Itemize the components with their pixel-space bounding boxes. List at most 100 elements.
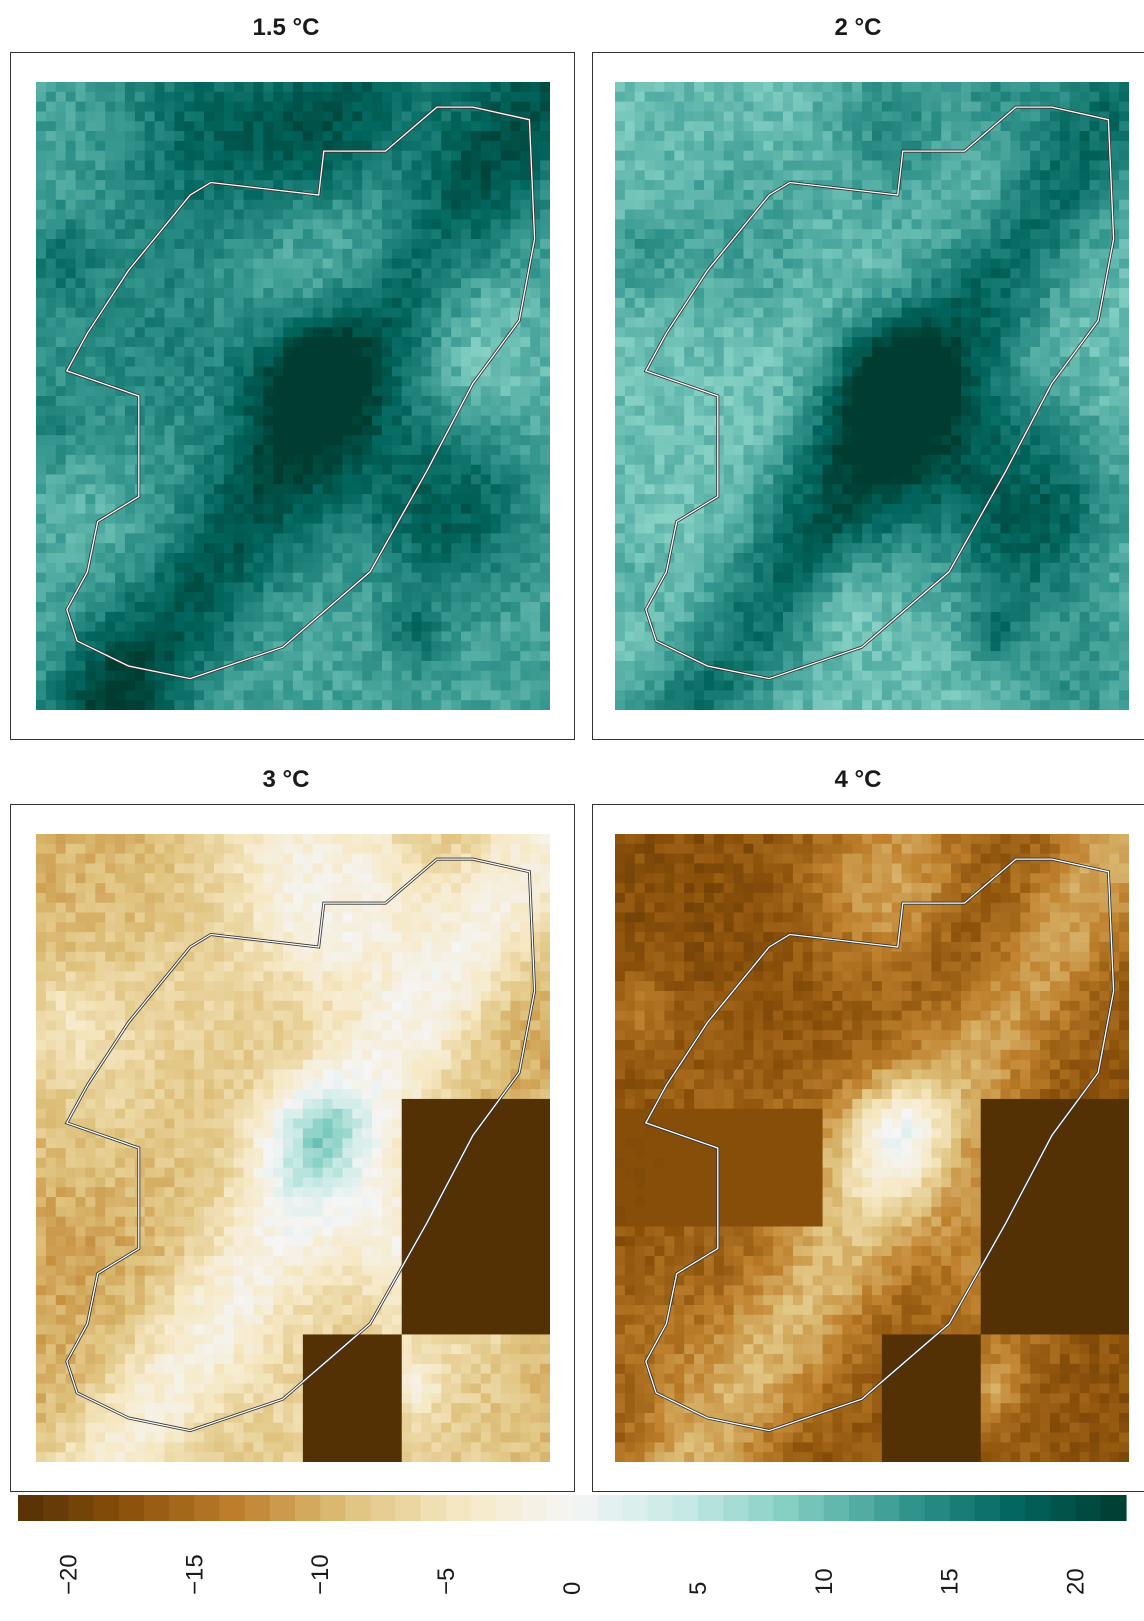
heatmap-cell <box>733 386 745 397</box>
heatmap-cell <box>115 396 126 407</box>
heatmap-cell <box>283 229 294 240</box>
heatmap-cell <box>144 435 156 446</box>
heatmap-cell <box>530 503 541 515</box>
heatmap-cell <box>372 690 383 701</box>
heatmap-cell <box>852 150 863 162</box>
heatmap-cell <box>243 160 255 171</box>
heatmap-cell <box>273 503 284 515</box>
heatmap-cell <box>470 366 482 377</box>
heatmap-cell <box>154 543 166 554</box>
heatmap-cell <box>490 435 502 446</box>
heatmap-cell <box>223 337 235 348</box>
heatmap-cell <box>1089 356 1100 368</box>
heatmap-cell <box>1099 337 1110 348</box>
heatmap-cell <box>164 219 175 230</box>
heatmap-cell <box>540 474 550 485</box>
heatmap-cell <box>95 366 106 377</box>
heatmap-cell <box>391 258 403 270</box>
heatmap-cell <box>381 582 393 593</box>
heatmap-cell <box>980 337 992 348</box>
heatmap-cell <box>461 170 472 181</box>
heatmap-cell <box>901 111 913 122</box>
heatmap-cell <box>36 582 47 593</box>
heatmap-cell <box>263 307 274 319</box>
heatmap-cell <box>194 288 205 299</box>
heatmap-cell <box>792 346 804 358</box>
heatmap-cell <box>743 239 754 250</box>
heatmap-cell <box>1040 170 1051 181</box>
heatmap-cell <box>862 111 873 122</box>
heatmap-cell <box>204 140 215 152</box>
heatmap-cell <box>85 327 96 338</box>
heatmap-cell <box>530 346 541 358</box>
heatmap-cell <box>654 111 666 122</box>
heatmap-cell <box>342 621 353 633</box>
heatmap-cell <box>921 258 932 270</box>
heatmap-cell <box>530 494 541 505</box>
heatmap-cell <box>124 405 136 417</box>
heatmap-cell <box>441 91 452 103</box>
heatmap-cell <box>743 170 754 181</box>
heatmap-cell <box>822 82 834 93</box>
heatmap-cell <box>124 396 136 407</box>
heatmap-cell <box>723 248 735 260</box>
heatmap-cell <box>381 425 393 436</box>
heatmap-cell <box>352 91 363 103</box>
heatmap-cell <box>283 396 294 407</box>
heatmap-cell <box>342 405 353 417</box>
heatmap-cell <box>411 435 423 446</box>
heatmap-cell <box>802 140 814 152</box>
heatmap-cell <box>372 101 383 113</box>
heatmap-cell <box>233 327 245 338</box>
heatmap-cell <box>75 317 87 328</box>
heatmap-cell <box>500 660 512 672</box>
heatmap-cell <box>273 268 284 279</box>
heatmap-cell <box>332 327 344 338</box>
heatmap-cell <box>381 356 393 368</box>
heatmap-cell <box>65 553 77 564</box>
heatmap-cell <box>1020 307 1031 319</box>
heatmap-cell <box>164 425 175 436</box>
heatmap-cell <box>45 415 57 427</box>
heatmap-cell <box>362 91 373 103</box>
heatmap-cell <box>322 346 334 358</box>
heatmap-cell <box>713 346 725 358</box>
heatmap-cell <box>233 454 245 466</box>
heatmap-cell <box>243 562 255 574</box>
heatmap-cell <box>431 651 442 662</box>
heatmap-cell <box>1119 170 1129 181</box>
heatmap-cell <box>1020 278 1031 289</box>
heatmap-cell <box>144 337 156 348</box>
heatmap-cell <box>960 140 972 152</box>
heatmap-cell <box>204 386 215 397</box>
heatmap-cell <box>144 562 156 574</box>
heatmap-cell <box>381 690 393 701</box>
heatmap-cell <box>283 425 294 436</box>
heatmap-cell <box>312 474 324 485</box>
heatmap-cell <box>154 209 166 220</box>
heatmap-cell <box>223 405 235 417</box>
heatmap-cell <box>293 592 304 603</box>
heatmap-cell <box>75 346 87 358</box>
heatmap-cell <box>411 474 423 485</box>
heatmap-cell <box>243 239 255 250</box>
heatmap-cell <box>233 82 245 93</box>
heatmap-cell <box>470 189 482 201</box>
heatmap-cell <box>263 239 274 250</box>
heatmap-cell <box>164 346 175 358</box>
heatmap-cell <box>1109 170 1120 181</box>
heatmap-cell <box>624 199 636 211</box>
heatmap-cell <box>36 239 47 250</box>
heatmap-cell <box>694 140 705 152</box>
heatmap-cell <box>911 239 923 250</box>
heatmap-cell <box>223 690 235 701</box>
heatmap-cell <box>273 82 284 93</box>
heatmap-cell <box>881 337 893 348</box>
heatmap-cell <box>461 248 472 260</box>
heatmap-cell <box>243 641 255 652</box>
heatmap-cell <box>842 150 853 162</box>
heatmap-cell <box>812 278 824 289</box>
heatmap-cell <box>105 239 116 250</box>
heatmap-cell <box>901 248 913 260</box>
heatmap-cell <box>480 288 492 299</box>
